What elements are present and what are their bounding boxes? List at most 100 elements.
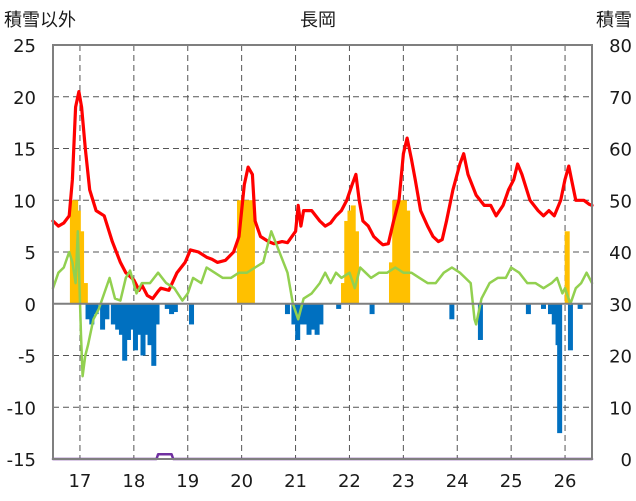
bar	[79, 231, 85, 304]
bar	[118, 303, 124, 335]
bar	[110, 303, 116, 325]
bar	[240, 200, 246, 304]
bar	[151, 303, 157, 366]
bar	[540, 303, 546, 309]
bar	[132, 303, 138, 351]
x-tick-label: 23	[392, 471, 415, 492]
bar	[551, 303, 557, 325]
bar	[449, 303, 455, 320]
bar	[557, 303, 563, 434]
y-right-tick-label: 50	[609, 191, 632, 212]
bar	[395, 200, 401, 304]
bar	[172, 303, 178, 313]
plot-frame	[52, 44, 593, 460]
bar	[405, 210, 411, 304]
bar	[69, 200, 75, 304]
bar	[136, 303, 142, 335]
y-left-tick-label: 25	[13, 36, 36, 57]
bar	[295, 303, 301, 340]
bar	[314, 303, 320, 335]
bar-series	[69, 200, 583, 434]
bar	[164, 303, 170, 309]
y-right-tick-label: 80	[609, 36, 632, 57]
y-left-tick-label: 5	[25, 243, 36, 264]
x-tick-label: 22	[338, 471, 361, 492]
bar	[82, 283, 88, 304]
bar	[125, 303, 131, 340]
bar	[243, 200, 249, 304]
bar-group	[85, 303, 583, 434]
bar	[401, 200, 407, 304]
x-tick-label: 25	[500, 471, 523, 492]
y-left-tick-label: 15	[13, 140, 36, 161]
x-tick-label: 18	[122, 471, 145, 492]
x-tick-label: 20	[230, 471, 253, 492]
y-left-tick-label: -5	[18, 347, 36, 368]
bar	[567, 303, 573, 351]
bar	[154, 303, 160, 325]
x-tick-label: 21	[284, 471, 307, 492]
bar	[398, 200, 404, 304]
bar	[284, 303, 290, 315]
bar	[147, 303, 153, 346]
bar	[236, 200, 242, 304]
right-axis-title: 積雪	[596, 10, 632, 31]
bar	[85, 303, 91, 320]
y-left-tick-label: -10	[7, 398, 36, 419]
y-right-tick-label: 10	[609, 398, 632, 419]
bar	[249, 200, 255, 304]
bar	[140, 303, 146, 356]
bar	[388, 262, 394, 304]
bar	[298, 303, 304, 325]
bar	[104, 303, 110, 320]
bar	[122, 303, 128, 361]
bar	[564, 231, 570, 304]
left-axis-title: 積雪以外	[4, 10, 76, 31]
bar	[129, 303, 135, 330]
series-line	[51, 230, 594, 378]
bar	[344, 220, 350, 304]
bar	[336, 303, 342, 309]
y-right-tick-label: 40	[609, 243, 632, 264]
gridlines	[53, 45, 592, 459]
bar	[310, 303, 316, 330]
bar	[369, 303, 375, 315]
x-tick-label: 19	[176, 471, 199, 492]
bar	[392, 200, 398, 304]
bar	[306, 303, 312, 335]
bar	[302, 303, 308, 325]
bar	[93, 303, 99, 315]
y-right-tick-label: 70	[609, 88, 632, 109]
bar	[100, 303, 106, 330]
bar	[169, 303, 175, 315]
x-tick-label: 17	[68, 471, 91, 492]
bar	[143, 303, 149, 335]
bar	[547, 303, 553, 315]
x-tick-label: 24	[446, 471, 469, 492]
x-tick-label: 26	[554, 471, 577, 492]
bar	[318, 303, 324, 325]
y-right-tick-label: 60	[609, 140, 632, 161]
bar	[577, 303, 583, 309]
y-left-tick-label: 0	[25, 295, 36, 316]
y-right-tick-label: 20	[609, 347, 632, 368]
bar	[341, 283, 347, 304]
bar	[246, 200, 252, 304]
bar	[89, 303, 95, 325]
y-left-tick-label: 20	[13, 88, 36, 109]
bar	[291, 303, 297, 325]
bar	[73, 200, 79, 304]
bar	[477, 303, 483, 340]
bar	[353, 231, 359, 304]
y-left-tick-label: 10	[13, 191, 36, 212]
bar	[347, 210, 353, 304]
bar	[189, 303, 195, 325]
chart-title: 長岡	[300, 10, 336, 31]
y-left-tick-label: -15	[7, 450, 36, 471]
y-right-tick-label: 30	[609, 295, 632, 316]
y-right-tick-label: 0	[621, 450, 632, 471]
bar	[525, 303, 531, 315]
